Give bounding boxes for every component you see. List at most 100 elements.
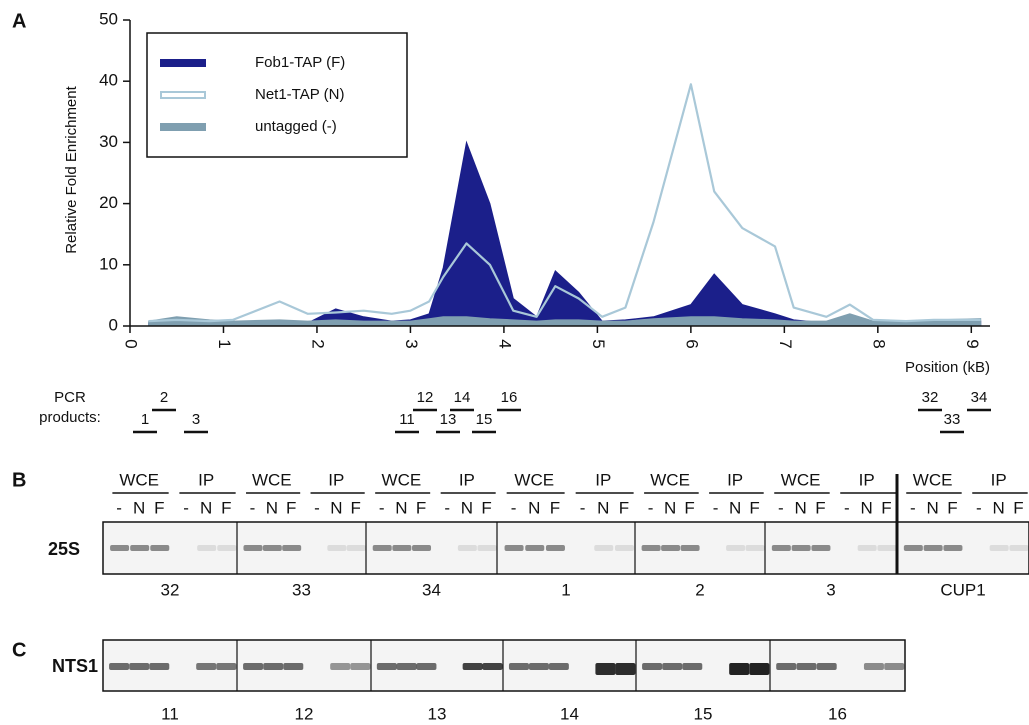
- x-tick-label: 4: [495, 339, 514, 348]
- legend-swatch: [160, 59, 206, 67]
- gel-lane-label: F: [286, 498, 296, 517]
- gel-sample-label: 34: [422, 580, 441, 599]
- gel-lane-label: -: [844, 498, 850, 517]
- gel-band: [350, 663, 370, 670]
- gel-lane-label: N: [200, 498, 212, 517]
- gel-band: [864, 663, 884, 670]
- gel-band: [263, 545, 282, 551]
- gel-lane-label: -: [648, 498, 654, 517]
- gel-lane-label: F: [881, 498, 891, 517]
- x-tick-label: 8: [869, 339, 888, 348]
- y-tick-label: 0: [109, 315, 118, 334]
- gel-band: [858, 545, 877, 551]
- pcr-label: 33: [944, 411, 961, 428]
- gel-lane-label: F: [815, 498, 825, 517]
- x-tick-label: 7: [776, 339, 795, 348]
- pcr-label: 11: [399, 411, 415, 428]
- gel-sample-label: 13: [428, 704, 447, 723]
- gel-band: [546, 545, 565, 551]
- gel-band: [817, 663, 837, 670]
- y-tick-label: 20: [99, 193, 118, 212]
- gel-band: [282, 545, 301, 551]
- gel-lane-label: F: [947, 498, 957, 517]
- gel-band: [263, 663, 283, 670]
- gel-band: [129, 663, 149, 670]
- gel-band: [392, 545, 411, 551]
- gel-band: [149, 663, 169, 670]
- pcr-label: 34: [971, 389, 988, 406]
- gel-lane-label: N: [664, 498, 676, 517]
- gel-lane-label: -: [183, 498, 189, 517]
- gel-band: [746, 545, 765, 551]
- gel-lane-label: N: [528, 498, 540, 517]
- gel-group-label: WCE: [913, 470, 953, 489]
- gel-band: [397, 663, 417, 670]
- gel-lane-label: N: [133, 498, 145, 517]
- gel-lane-label: -: [910, 498, 916, 517]
- gel-band: [373, 545, 392, 551]
- gel-group-label: IP: [727, 470, 743, 489]
- gel-band: [615, 663, 635, 675]
- legend-swatch: [161, 92, 205, 98]
- gel-lane-label: -: [778, 498, 784, 517]
- gel-lane-label: N: [992, 498, 1004, 517]
- gel-band: [463, 663, 483, 670]
- gel-band: [877, 545, 896, 551]
- gel-sample-label: 1: [561, 580, 570, 599]
- y-tick-label: 50: [99, 9, 118, 28]
- gel-lane-label: N: [729, 498, 741, 517]
- panel-label: C: [12, 639, 26, 661]
- gel-band: [150, 545, 169, 551]
- y-tick-label: 10: [99, 254, 118, 273]
- gel-band: [792, 545, 811, 551]
- gel-group-label: IP: [595, 470, 611, 489]
- gel-band: [662, 663, 682, 670]
- pcr-label: 32: [922, 389, 939, 406]
- pcr-label: 15: [476, 411, 493, 428]
- gel-lane-label: F: [619, 498, 629, 517]
- gel-band: [594, 545, 613, 551]
- gel-lane-label: F: [416, 498, 426, 517]
- panel-label: A: [12, 10, 26, 32]
- legend-label: Net1-TAP (N): [255, 86, 344, 103]
- gel-band: [130, 545, 149, 551]
- pcr-label: 12: [417, 389, 434, 406]
- pcr-label: 1: [141, 411, 149, 428]
- gel-band: [796, 663, 816, 670]
- x-tick-label: 6: [682, 339, 701, 348]
- gel-band: [216, 663, 236, 670]
- gel-lane-label: N: [794, 498, 806, 517]
- gel-lane-label: N: [461, 498, 473, 517]
- gel-band: [729, 663, 749, 675]
- gel-lane-label: F: [221, 498, 231, 517]
- gel-band: [642, 545, 661, 551]
- gel-band: [110, 545, 129, 551]
- gel-group-label: IP: [459, 470, 475, 489]
- pcr-label: 2: [160, 389, 168, 406]
- y-tick-label: 40: [99, 71, 118, 90]
- gel-lane-label: -: [976, 498, 982, 517]
- x-tick-label: 2: [308, 339, 327, 348]
- gel-lane-label: F: [550, 498, 560, 517]
- gel-lane-label: F: [749, 498, 759, 517]
- pcr-title: products:: [39, 409, 101, 426]
- gel-band: [525, 545, 544, 551]
- x-tick-label: 9: [963, 339, 982, 348]
- gel-lane-label: N: [395, 498, 407, 517]
- gel-lane-label: -: [379, 498, 385, 517]
- gel-band: [549, 663, 569, 670]
- gel-band: [772, 545, 791, 551]
- gel-lane-label: -: [250, 498, 256, 517]
- gel-lane-label: F: [684, 498, 694, 517]
- gel-lane-label: -: [314, 498, 320, 517]
- legend-swatch: [160, 123, 206, 131]
- gel-band: [595, 663, 615, 675]
- gel-sample-label: 32: [161, 580, 180, 599]
- y-tick-label: 30: [99, 132, 118, 151]
- gel-lane-label: F: [481, 498, 491, 517]
- gel-lane-label: F: [350, 498, 360, 517]
- pcr-label: 14: [454, 389, 471, 406]
- gel-lane-label: F: [154, 498, 164, 517]
- gel-row-label: 25S: [48, 539, 80, 559]
- gel-band: [377, 663, 397, 670]
